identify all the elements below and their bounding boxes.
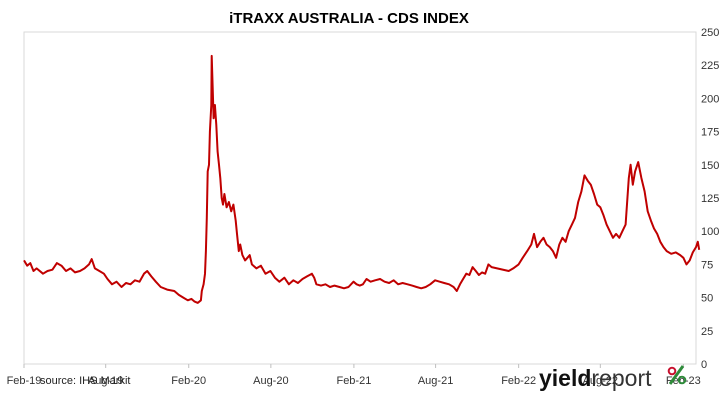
x-tick-label: Feb-20 [171, 375, 206, 387]
source-note: source: IHS Markit [40, 375, 130, 387]
plot-area [23, 31, 697, 365]
brand-part1: yield [539, 365, 591, 391]
y-tick-label: 50 [701, 293, 713, 305]
y-tick-label: 25 [701, 326, 713, 338]
y-tick-label: 75 [701, 259, 713, 271]
y-tick-label: 125 [701, 193, 719, 205]
x-tick-label: Feb-22 [501, 375, 536, 387]
x-tick-label: Aug-21 [418, 375, 453, 387]
series-line-0 [23, 54, 701, 304]
brand-part2: report [591, 365, 652, 391]
y-tick-label: 250 [701, 27, 719, 39]
plot-border [23, 31, 697, 365]
x-tick-label: Feb-21 [336, 375, 371, 387]
y-tick-label: 0 [701, 359, 707, 371]
percent-mark-icon [667, 365, 687, 385]
x-tick-label: Aug-22 [583, 375, 618, 387]
x-tick-label: Feb-19 [7, 375, 42, 387]
x-tick-label: Aug-20 [253, 375, 288, 387]
svg-text:yieldreport: yieldreport [539, 365, 652, 391]
y-tick-label: 175 [701, 127, 719, 139]
y-tick-label: 225 [701, 60, 719, 72]
x-axis: Feb-19 Aug-19 Feb-20 Aug-20 Feb-21 Aug-21 Feb-… [7, 364, 701, 387]
y-tick-label: 100 [701, 226, 719, 238]
y-axis: 0 25 50 75 100 125 150 175 200 225 250 [701, 27, 719, 371]
series-line-group [23, 54, 701, 304]
x-tick-label: Aug-19 [88, 375, 123, 387]
yieldreport-logo: yieldreport [539, 365, 687, 391]
chart-title: iTRAXX AUSTRALIA - CDS INDEX [229, 10, 469, 27]
y-tick-label: 150 [701, 160, 719, 172]
y-tick-label: 200 [701, 93, 719, 105]
